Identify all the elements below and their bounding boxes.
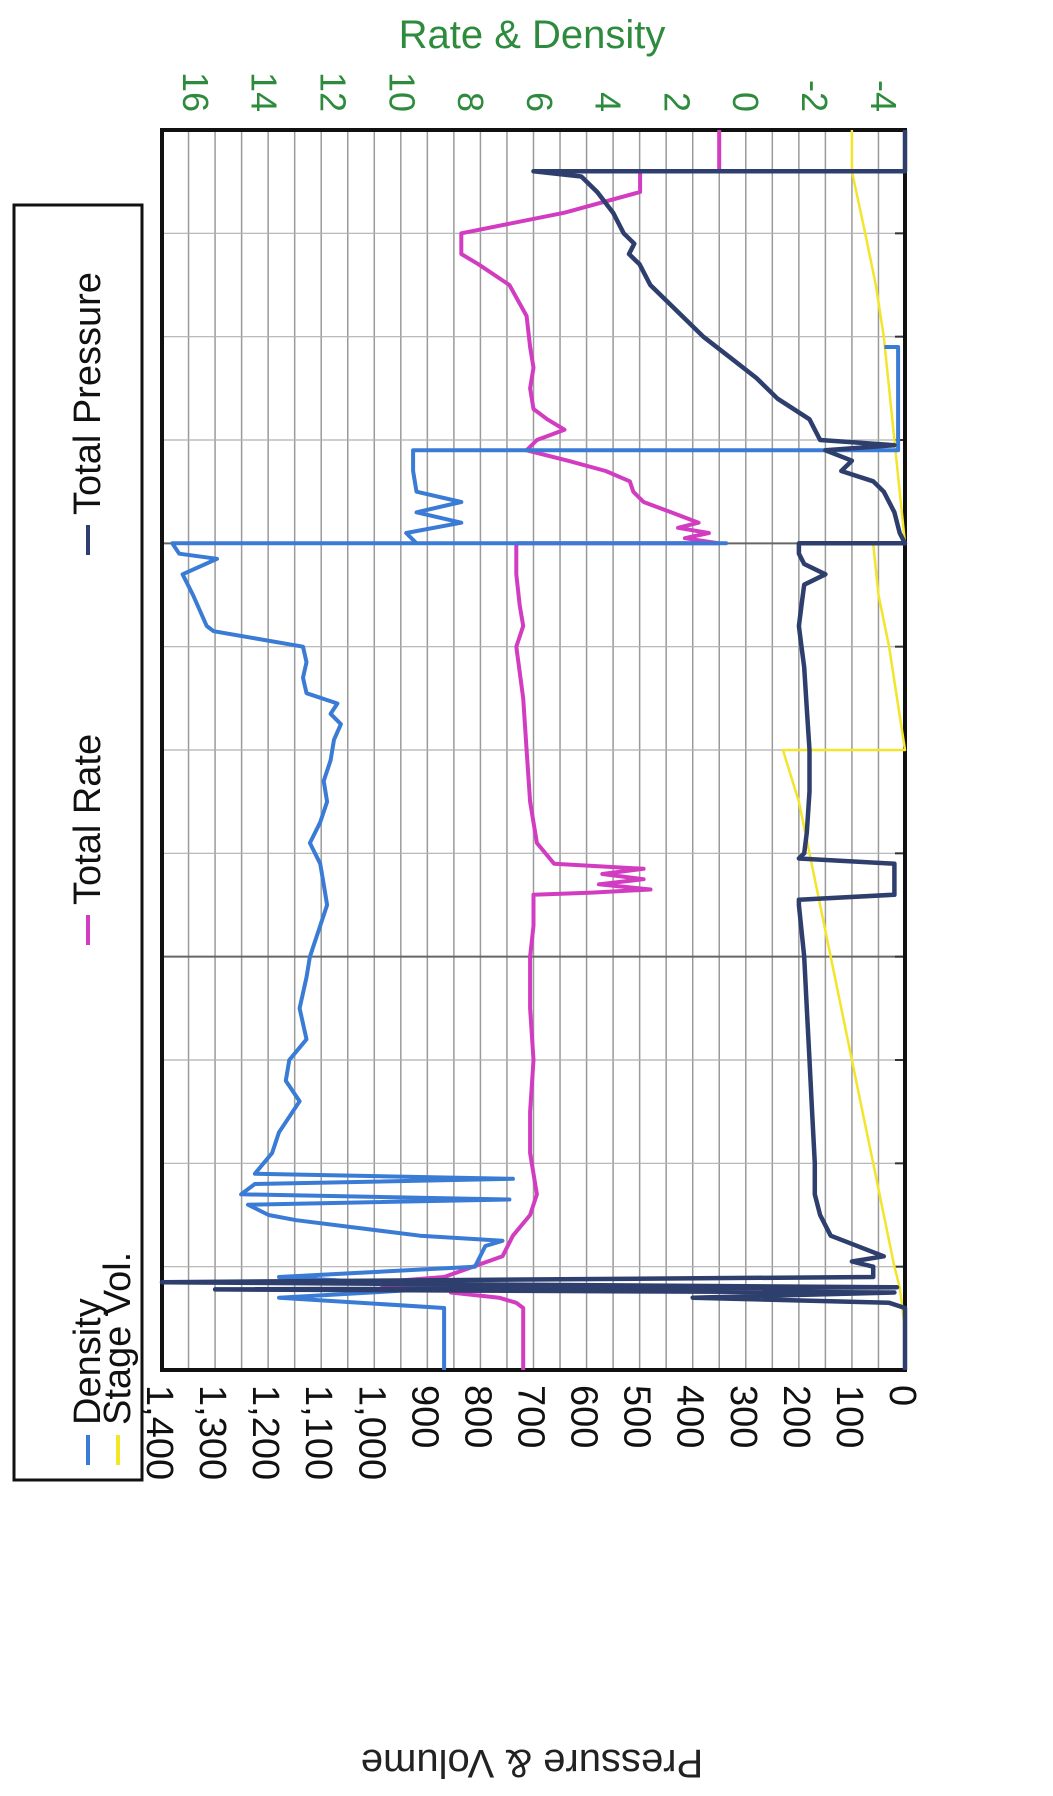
top-tick-label: 8: [450, 92, 491, 112]
bottom-tick-label: 0: [881, 1385, 923, 1406]
legend-stage-vol-label: Stage Vol.: [97, 1252, 139, 1425]
top-tick-label: 10: [381, 72, 422, 112]
top-tick-label: -4: [863, 80, 904, 112]
bottom-tick-label: 1,300: [191, 1385, 233, 1480]
top-tick-label: 16: [175, 72, 216, 112]
top-tick-label: 6: [519, 92, 560, 112]
bottom-tick-label: 900: [403, 1385, 445, 1448]
bottom-tick-label: 300: [722, 1385, 764, 1448]
top-tick-label: -2: [794, 80, 835, 112]
top-axis-ticks: 16 14 12 10 8 6 4 2 0 -2 -4: [175, 72, 904, 112]
series-layer: [159, 130, 908, 1370]
bottom-tick-label: 500: [616, 1385, 658, 1448]
top-tick-label: 2: [657, 92, 698, 112]
top-tick-label: 14: [244, 72, 285, 112]
grid-lines: [161, 129, 906, 1371]
bottom-tick-label: 600: [563, 1385, 605, 1448]
top-tick-label: 12: [313, 72, 354, 112]
top-tick-label: 0: [725, 92, 766, 112]
legend-total-rate-label: Total Rate: [67, 734, 109, 905]
bottom-axis-ticks: 1,400 1,300 1,200 1,100 1,000 900 800 700 600 500…: [138, 1385, 923, 1480]
legend: Density Total Rate Total Pressure Stage …: [12, 203, 144, 1482]
bottom-tick-label: 800: [456, 1385, 498, 1448]
bottom-tick-label: 1,100: [297, 1385, 339, 1480]
bottom-tick-label: 1,200: [244, 1385, 286, 1480]
legend-total-pressure-label: Total Pressure: [67, 272, 109, 515]
top-axis-title: Rate & Density: [399, 13, 666, 57]
series-line-total-rate: [376, 130, 722, 1370]
bottom-tick-label: 1,000: [350, 1385, 392, 1480]
bottom-tick-label: 200: [775, 1385, 817, 1448]
bottom-tick-label: 1,400: [138, 1385, 180, 1480]
bottom-tick-label: 400: [669, 1385, 711, 1448]
bottom-tick-label: 700: [510, 1385, 552, 1448]
bottom-tick-label: 100: [828, 1385, 870, 1448]
top-tick-label: 4: [588, 92, 629, 112]
legend-box: [12, 203, 144, 1482]
series-line-density: [170, 345, 901, 1370]
series-line-stage-vol: [781, 130, 907, 1370]
bottom-axis-title: Pressure & Volume: [361, 1741, 703, 1785]
series-line-total-pressure: [159, 130, 908, 1370]
legend-density-label: Density: [67, 1298, 109, 1425]
